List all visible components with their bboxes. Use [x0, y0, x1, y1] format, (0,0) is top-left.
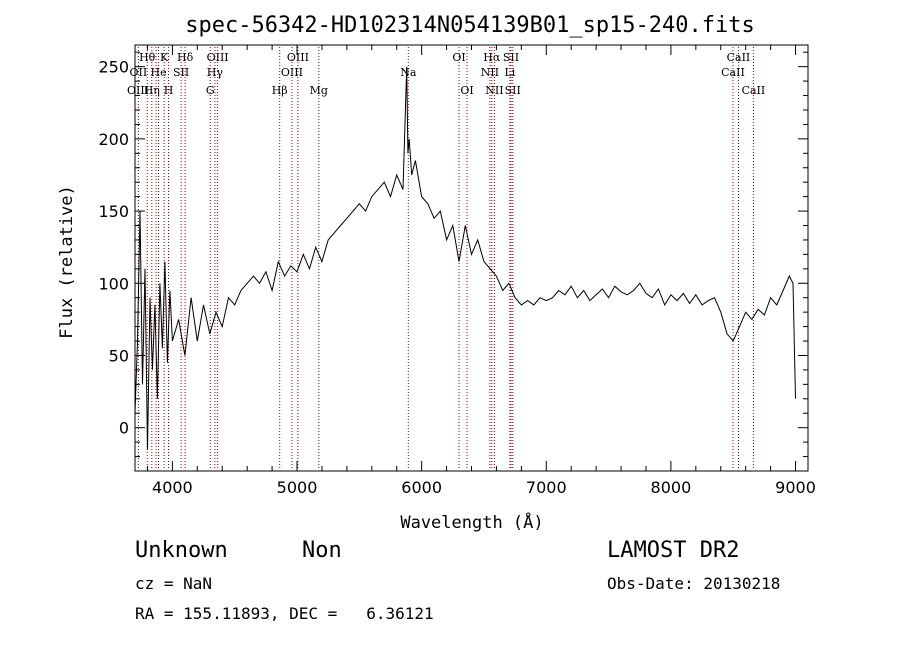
marker-label-6: H [164, 84, 174, 97]
y-axis-label: Flux (relative) [57, 185, 77, 339]
plot-frame [134, 44, 809, 472]
marker-label-1: OII [130, 66, 148, 79]
spectrum-series [134, 66, 796, 450]
marker-label-0: Hθ [139, 51, 156, 64]
marker-label-19: Hα [483, 51, 501, 64]
marker-label-17: OI [452, 51, 465, 64]
marker-label-21: NII [481, 66, 499, 79]
marker-label-15: Mg [310, 84, 328, 97]
marker-label-16: Na [400, 66, 417, 79]
spectrum-line-0 [134, 66, 796, 450]
marker-label-4: OIII [127, 84, 149, 97]
coordinates-text: RA = 155.11893, DEC = 6.36121 [135, 604, 434, 623]
x-axis-label: Wavelength (Å) [400, 511, 543, 533]
marker-label-3: SII [173, 66, 189, 79]
marker-label-18: OI [460, 84, 473, 97]
x-tick-label-4: 8000 [651, 478, 692, 497]
marker-label-25: CaII [727, 51, 751, 64]
x-tick-label-5: 9000 [775, 478, 816, 497]
x-tick-label-3: 7000 [526, 478, 567, 497]
marker-label-5: Hη [144, 84, 160, 97]
marker-label-10: Hγ [207, 66, 224, 79]
y-tick-label-0: 0 [119, 419, 129, 438]
x-tick-label-2: 6000 [401, 478, 442, 497]
marker-label-27: CaII [742, 84, 766, 97]
marker-label-2: He [151, 66, 167, 79]
marker-label-13: OIII [281, 66, 303, 79]
marker-label-23: NII [485, 84, 503, 97]
x-tick-label-1: 5000 [277, 478, 318, 497]
chart-title: spec-56342-HD102314N054139B01_sp15-240.f… [185, 13, 755, 38]
redshift-text: cz = NaN [135, 574, 213, 593]
object-subclass: Non [302, 538, 342, 563]
marker-label-8: Hδ [177, 51, 194, 64]
marker-label-20: SII [503, 51, 519, 64]
y-tick-label-4: 200 [98, 130, 129, 149]
observation-date: Obs-Date: 20130218 [607, 574, 781, 593]
marker-label-7: K [160, 51, 169, 64]
y-tick-label-3: 150 [98, 202, 129, 221]
survey-name: LAMOST DR2 [607, 538, 740, 563]
plot-axes: 4000 5000 6000 7000 8000 9000 0 50 100 150 200 250 [98, 44, 816, 497]
marker-label-11: G [206, 84, 215, 97]
y-tick-label-5: 250 [98, 58, 129, 77]
marker-label-14: Hβ [272, 84, 288, 97]
object-class: Unknown [135, 538, 228, 563]
marker-label-22: Li [504, 66, 515, 79]
marker-label-26: CaII [721, 66, 745, 79]
marker-label-24: SII [505, 84, 521, 97]
x-tick-label-0: 4000 [152, 478, 193, 497]
y-tick-label-1: 50 [109, 346, 129, 365]
y-tick-label-2: 100 [98, 274, 129, 293]
marker-label-12: OIII [287, 51, 309, 64]
marker-label-9: OIII [207, 51, 229, 64]
